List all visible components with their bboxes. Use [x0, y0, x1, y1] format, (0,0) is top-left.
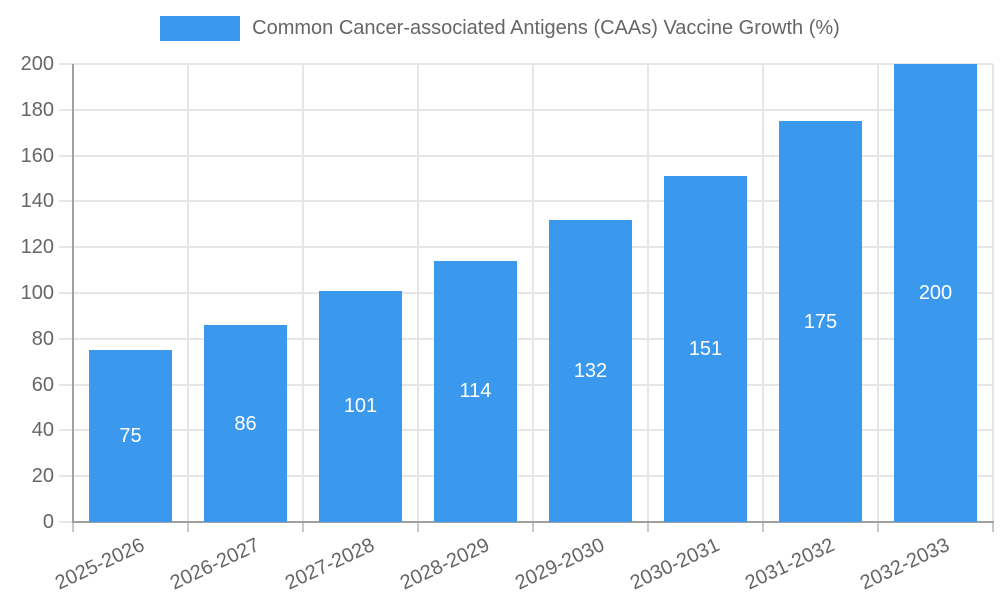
y-gridline — [59, 292, 993, 294]
x-axis-tick — [647, 522, 649, 532]
bar — [319, 290, 402, 522]
y-gridline — [59, 200, 993, 203]
y-gridline — [59, 429, 993, 432]
y-gridline — [59, 475, 993, 478]
bar — [204, 325, 287, 522]
y-gridline — [59, 154, 993, 157]
x-axis-tick — [302, 522, 304, 532]
y-axis-tick-label: 120 — [20, 236, 54, 259]
y-gridline — [59, 108, 993, 111]
bar-value-label: 114 — [459, 380, 492, 403]
bar-value-label: 86 — [234, 412, 257, 435]
y-axis-tick-label: 200 — [20, 53, 54, 75]
y-axis-tick-label: 140 — [20, 190, 54, 213]
bar — [779, 121, 862, 522]
bar — [89, 350, 172, 522]
x-axis-category-label: 2030-2031 — [626, 534, 723, 595]
bar-value-label: 75 — [119, 425, 142, 448]
x-axis-tick — [72, 522, 74, 532]
y-axis-tick-label: 40 — [31, 419, 54, 442]
x-axis-tick — [877, 522, 879, 532]
x-gridline — [302, 64, 304, 522]
x-axis-category-label: 2027-2028 — [281, 534, 378, 595]
x-axis-category-label: 2025-2026 — [51, 534, 148, 595]
bar-value-label: 151 — [688, 338, 723, 361]
bar — [664, 176, 747, 522]
x-axis-category-label: 2029-2030 — [511, 534, 608, 595]
x-axis-tick — [187, 522, 189, 532]
legend: Common Cancer-associated Antigens (CAAs)… — [0, 16, 1000, 41]
bar-value-label: 200 — [918, 282, 953, 304]
bar — [549, 219, 632, 522]
x-axis-line — [72, 521, 994, 523]
y-axis-tick-label: 20 — [31, 465, 54, 488]
y-axis-tick-label: 180 — [20, 98, 54, 121]
x-axis-category-label: 2026-2027 — [166, 534, 263, 595]
legend-label: Common Cancer-associated Antigens (CAAs)… — [252, 17, 840, 39]
y-axis-tick-label: 0 — [42, 511, 54, 533]
bar — [894, 64, 977, 522]
y-gridline — [59, 383, 993, 386]
x-gridline — [992, 64, 994, 522]
x-gridline — [187, 64, 189, 522]
x-axis-tick — [532, 522, 534, 532]
bar — [434, 260, 517, 522]
y-axis-tick-label: 60 — [31, 373, 54, 396]
x-gridline — [647, 64, 649, 522]
x-axis-tick — [417, 522, 419, 532]
x-axis-category-label: 2028-2029 — [396, 534, 493, 595]
x-axis-category-label: 2031-2032 — [741, 534, 838, 595]
y-axis-line — [72, 64, 74, 522]
x-axis-tick — [762, 522, 764, 532]
x-axis-category-label: 2032-2033 — [856, 534, 953, 595]
x-axis-tick — [992, 522, 994, 532]
y-gridline — [59, 63, 993, 65]
legend-swatch-icon — [160, 16, 241, 41]
bar-value-label: 132 — [573, 359, 608, 382]
bar-value-label: 101 — [343, 395, 378, 418]
x-gridline — [762, 64, 764, 522]
y-axis-tick-label: 160 — [20, 144, 54, 167]
x-gridline — [417, 64, 419, 522]
y-axis-tick-label: 80 — [31, 327, 54, 350]
y-gridline — [59, 337, 993, 340]
bar-value-label: 175 — [803, 310, 838, 333]
x-gridline — [877, 64, 879, 522]
y-axis-tick-label: 100 — [20, 282, 54, 304]
y-gridline — [59, 246, 993, 249]
legend-item[interactable]: Common Cancer-associated Antigens (CAAs)… — [160, 16, 840, 41]
x-gridline — [532, 64, 534, 522]
